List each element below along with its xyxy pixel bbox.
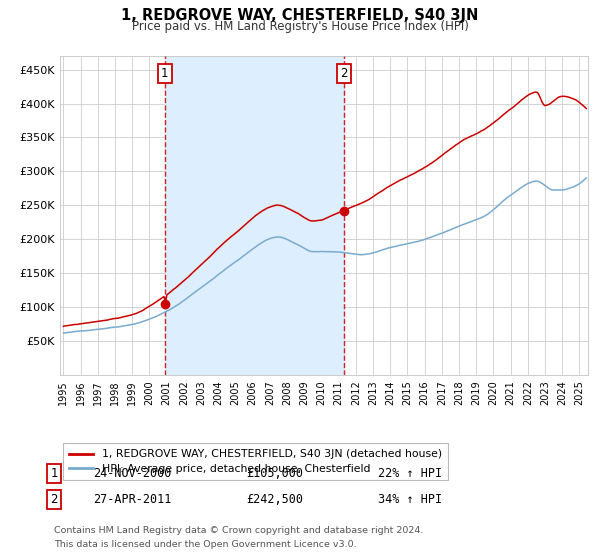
Text: £242,500: £242,500	[246, 493, 303, 506]
Text: 1: 1	[161, 67, 169, 80]
Text: 1, REDGROVE WAY, CHESTERFIELD, S40 3JN: 1, REDGROVE WAY, CHESTERFIELD, S40 3JN	[121, 8, 479, 24]
Text: £105,000: £105,000	[246, 466, 303, 480]
Text: Price paid vs. HM Land Registry's House Price Index (HPI): Price paid vs. HM Land Registry's House …	[131, 20, 469, 32]
Text: 27-APR-2011: 27-APR-2011	[93, 493, 172, 506]
Text: Contains HM Land Registry data © Crown copyright and database right 2024.: Contains HM Land Registry data © Crown c…	[54, 526, 424, 535]
Text: 1: 1	[50, 466, 58, 480]
Bar	[165, 56, 344, 375]
Text: 34% ↑ HPI: 34% ↑ HPI	[378, 493, 442, 506]
Legend: 1, REDGROVE WAY, CHESTERFIELD, S40 3JN (detached house), HPI: Average price, det: 1, REDGROVE WAY, CHESTERFIELD, S40 3JN (…	[63, 443, 448, 480]
Text: 22% ↑ HPI: 22% ↑ HPI	[378, 466, 442, 480]
Text: This data is licensed under the Open Government Licence v3.0.: This data is licensed under the Open Gov…	[54, 540, 356, 549]
Text: 2: 2	[340, 67, 348, 80]
Text: 2: 2	[50, 493, 58, 506]
Text: 24-NOV-2000: 24-NOV-2000	[93, 466, 172, 480]
